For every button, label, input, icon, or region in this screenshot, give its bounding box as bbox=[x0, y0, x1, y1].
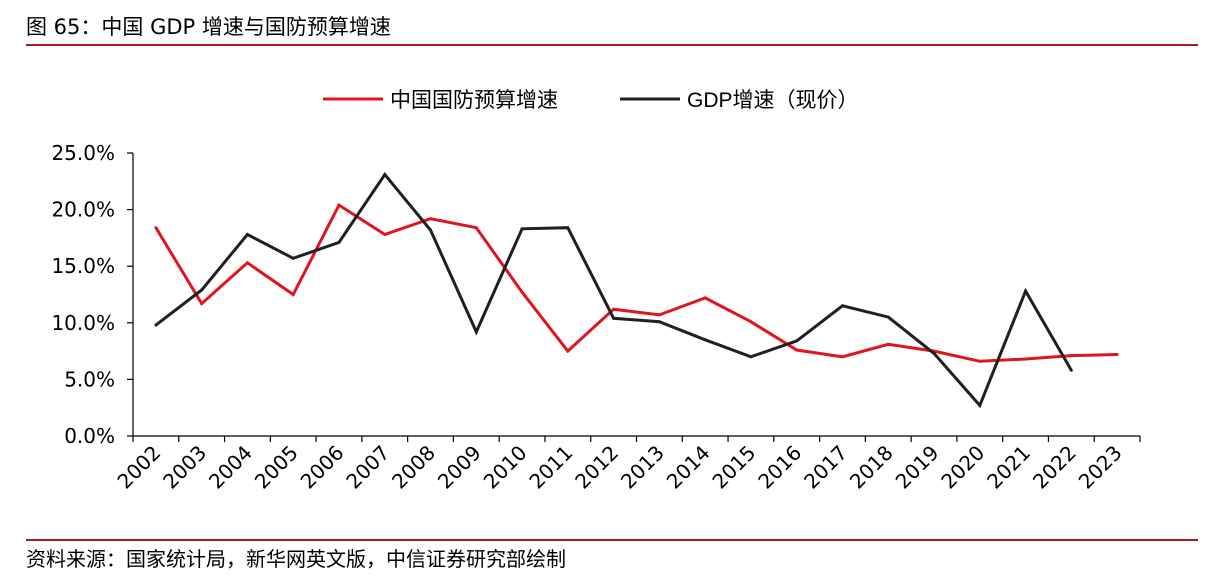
series-2 bbox=[154, 171, 1073, 409]
data-point bbox=[291, 293, 295, 296]
data-point bbox=[978, 403, 982, 407]
x-tick-label: 2020 bbox=[936, 441, 989, 494]
data-point bbox=[749, 355, 753, 359]
data-point bbox=[749, 320, 753, 324]
data-point bbox=[1024, 289, 1028, 293]
data-point bbox=[429, 217, 432, 221]
legend-label-2: GDP增速（现价） bbox=[687, 89, 859, 112]
data-point bbox=[795, 339, 799, 343]
x-tick-label: 2017 bbox=[799, 441, 852, 494]
data-point bbox=[474, 226, 478, 230]
bottom-rule bbox=[26, 539, 1198, 541]
data-point bbox=[566, 349, 570, 353]
top-rule bbox=[26, 44, 1198, 46]
data-point bbox=[520, 290, 524, 294]
series-line-1 bbox=[154, 202, 1118, 363]
x-tick-label: 2003 bbox=[158, 441, 211, 494]
y-tick-label: 15.0% bbox=[51, 254, 115, 278]
data-point bbox=[429, 228, 432, 232]
data-point bbox=[200, 288, 204, 292]
data-point bbox=[1069, 354, 1073, 358]
x-tick-label: 2021 bbox=[982, 441, 1035, 494]
x-tick-label: 2019 bbox=[891, 441, 944, 494]
x-tick-label: 2022 bbox=[1028, 441, 1081, 494]
legend: 中国国防预算增速 GDP增速（现价） bbox=[323, 89, 859, 112]
x-tick-label: 2005 bbox=[250, 441, 303, 494]
data-point bbox=[383, 233, 387, 236]
series-layer bbox=[154, 171, 1119, 409]
y-tick-label: 5.0% bbox=[64, 367, 115, 391]
x-tick-label: 2010 bbox=[479, 441, 532, 494]
data-point bbox=[1069, 368, 1073, 372]
data-point bbox=[978, 359, 982, 363]
data-point bbox=[245, 261, 249, 265]
data-point bbox=[612, 316, 616, 320]
y-axis: 0.0% 5.0% 10.0% 15.0% 20.0% 25.0% bbox=[51, 141, 134, 448]
data-point bbox=[932, 351, 936, 355]
data-point bbox=[383, 173, 387, 176]
x-tick-label: 2002 bbox=[112, 441, 165, 494]
series-line-2 bbox=[154, 171, 1073, 409]
data-point bbox=[1115, 353, 1119, 356]
data-point bbox=[154, 323, 158, 327]
x-tick-label: 2013 bbox=[616, 441, 669, 494]
data-point bbox=[337, 240, 341, 244]
series-1 bbox=[154, 202, 1119, 363]
data-point bbox=[154, 226, 158, 230]
x-tick-label: 2009 bbox=[433, 441, 486, 494]
y-tick-label: 10.0% bbox=[51, 311, 115, 335]
figure-title: 图 65：中国 GDP 增速与国防预算增速 bbox=[26, 15, 391, 39]
x-tick-label: 2006 bbox=[296, 441, 349, 494]
data-point bbox=[841, 355, 844, 359]
data-point bbox=[612, 307, 616, 311]
x-tick-label: 2004 bbox=[204, 441, 257, 494]
data-point bbox=[703, 338, 707, 342]
y-tick-label: 20.0% bbox=[51, 198, 115, 222]
x-tick-label: 2018 bbox=[845, 441, 898, 494]
y-tick-label: 0.0% bbox=[64, 424, 115, 448]
data-point bbox=[566, 226, 570, 230]
x-tick-label: 2014 bbox=[662, 441, 715, 494]
data-point bbox=[520, 227, 524, 231]
data-point bbox=[200, 302, 204, 306]
x-tick-label: 2023 bbox=[1074, 441, 1127, 494]
x-tick-label: 2007 bbox=[341, 441, 394, 494]
data-point bbox=[1024, 357, 1028, 361]
data-point bbox=[703, 296, 707, 300]
data-point bbox=[474, 330, 478, 334]
data-point bbox=[886, 315, 890, 319]
x-axis: 2002200320042005200620072008200920102011… bbox=[112, 435, 1141, 494]
x-tick-label: 2015 bbox=[708, 441, 761, 494]
x-tick-label: 2016 bbox=[753, 441, 806, 494]
data-point bbox=[886, 342, 890, 346]
data-point bbox=[337, 203, 341, 207]
source-note: 资料来源：国家统计局，新华网英文版，中信证券研究部绘制 bbox=[26, 547, 566, 571]
data-point bbox=[657, 313, 661, 317]
x-tick-label: 2008 bbox=[387, 441, 440, 494]
data-point bbox=[657, 320, 661, 324]
data-point bbox=[795, 348, 799, 352]
y-tick-label: 25.0% bbox=[51, 141, 115, 165]
data-point bbox=[841, 304, 844, 308]
legend-label-1: 中国国防预算增速 bbox=[390, 89, 558, 112]
data-point bbox=[245, 233, 249, 236]
data-point bbox=[291, 256, 295, 260]
x-tick-label: 2012 bbox=[570, 441, 623, 494]
x-tick-label: 2011 bbox=[524, 441, 577, 494]
